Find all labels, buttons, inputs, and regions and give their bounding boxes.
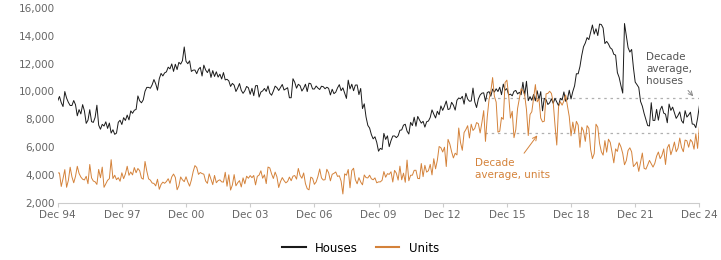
- Legend: Houses, Units: Houses, Units: [278, 237, 443, 259]
- Text: Decade
average, units: Decade average, units: [474, 136, 550, 180]
- Text: Decade
average,
houses: Decade average, houses: [646, 52, 692, 95]
